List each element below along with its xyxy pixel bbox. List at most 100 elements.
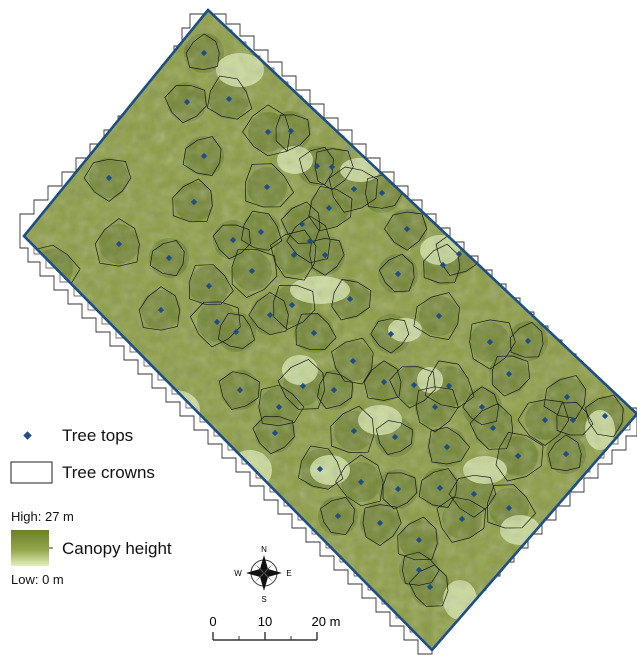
- tree-crown: [408, 564, 449, 607]
- canopy-height-label: Canopy height: [62, 539, 172, 558]
- tree-crown: [378, 253, 415, 292]
- tree-crown: [428, 426, 471, 465]
- tree-crown: [487, 484, 537, 529]
- tree-crown: [462, 386, 499, 426]
- compass-s: S: [261, 595, 266, 604]
- compass-e: E: [286, 569, 291, 578]
- tree-top-marker: [165, 254, 173, 262]
- tree-top-marker: [190, 198, 198, 206]
- tree-crown: [277, 358, 325, 410]
- tree-crown: [330, 405, 375, 453]
- canopy-high-label: High: 27 m: [11, 509, 74, 524]
- tree-crown: [418, 468, 458, 508]
- tree-top-marker: [310, 329, 318, 337]
- tree-crown: [389, 366, 436, 409]
- compass-w: W: [234, 569, 242, 578]
- tree-top-marker: [436, 484, 444, 492]
- tree-crown: [212, 224, 251, 260]
- tree-top-marker: [105, 174, 113, 182]
- tree-top-marker: [439, 261, 447, 269]
- tree-crown: [309, 238, 345, 276]
- tree-top-marker: [334, 512, 342, 520]
- tree-crown: [413, 292, 460, 340]
- tree-crown: [218, 371, 260, 410]
- tree-top-marker: [489, 424, 497, 432]
- tree-top-marker: [426, 583, 434, 591]
- tree-crowns-label: Tree crowns: [62, 463, 155, 482]
- tree-top-marker: [394, 485, 402, 493]
- tree-tops-label: Tree tops: [62, 426, 134, 445]
- tree-top-marker: [445, 382, 453, 390]
- tree-top-marker: [115, 240, 123, 248]
- tree-crown: [436, 496, 486, 543]
- tree-top-marker: [376, 519, 384, 527]
- tree-top-marker: [275, 403, 283, 411]
- tree-crown: [382, 472, 418, 510]
- tree-top-marker: [200, 49, 208, 57]
- tree-crown: [188, 264, 234, 305]
- tree-crown: [258, 384, 305, 427]
- tree-crown: [248, 291, 289, 336]
- tree-top-marker: [380, 378, 388, 386]
- tree-top-marker: [387, 330, 395, 338]
- tree-crown: [423, 243, 461, 284]
- tree-top-marker: [357, 478, 365, 486]
- tree-top-marker: [415, 536, 423, 544]
- tree-crown: [308, 186, 353, 232]
- tree-crown: [397, 516, 438, 561]
- scale-tick-0: 0: [209, 614, 216, 629]
- tree-top-marker: [200, 152, 208, 160]
- tree-crown: [298, 445, 344, 490]
- tree-crown: [362, 504, 402, 547]
- tree-top-marker: [330, 386, 338, 394]
- tree-top-marker: [394, 270, 402, 278]
- tree-crown: [185, 33, 220, 70]
- tree-top-marker: [346, 295, 354, 303]
- tree-top-marker: [505, 370, 513, 378]
- tree-crown: [241, 210, 283, 251]
- tree-crown: [335, 454, 384, 507]
- tree-crown: [217, 312, 256, 349]
- tree-crown: [510, 321, 544, 358]
- plot-boundary: [22, 8, 637, 652]
- tree-crown: [469, 319, 516, 370]
- tree-crown: [328, 166, 378, 213]
- tree-crown: [547, 434, 582, 471]
- tree-crown: [556, 402, 594, 436]
- tree-crown: [299, 146, 334, 186]
- tree-top-marker: [443, 443, 451, 451]
- tree-top-marker: [431, 403, 439, 411]
- tree-top-marker: [225, 95, 233, 103]
- tree-top-marker: [183, 98, 191, 106]
- tree-top-marker: [299, 382, 307, 390]
- tree-crown: [138, 286, 181, 331]
- tree-crown: [83, 158, 132, 202]
- tree-crown: [317, 371, 354, 410]
- tree-crown: [275, 114, 311, 152]
- tree-crown: [517, 399, 570, 446]
- tree-crown: [495, 432, 544, 482]
- scale-tick-20: 20 m: [312, 614, 341, 629]
- tree-crown: [94, 218, 140, 267]
- tree-crown: [149, 240, 185, 277]
- tree-top-marker: [458, 515, 466, 523]
- tree-crown: [231, 249, 278, 299]
- tree-top-marker: [505, 504, 513, 512]
- tree-crown: [491, 355, 531, 397]
- tree-top-marker: [415, 566, 423, 574]
- tree-crown: [331, 279, 372, 321]
- tree-crown: [207, 75, 253, 120]
- tree-crown: [402, 551, 440, 586]
- tree-crown: [543, 375, 587, 419]
- tree-crown-legend-symbol: [10, 461, 53, 484]
- canopy-height-legend-ramp: [11, 530, 49, 566]
- scale-bar: 0 10 20 m: [209, 614, 341, 641]
- tree-top-marker: [478, 403, 486, 411]
- tree-crown: [383, 211, 428, 251]
- tree-top-marker: [470, 490, 478, 498]
- tree-crown: [164, 84, 207, 124]
- tree-crown: [242, 104, 291, 157]
- tree-crown: [585, 394, 624, 438]
- tree-crown: [448, 474, 497, 518]
